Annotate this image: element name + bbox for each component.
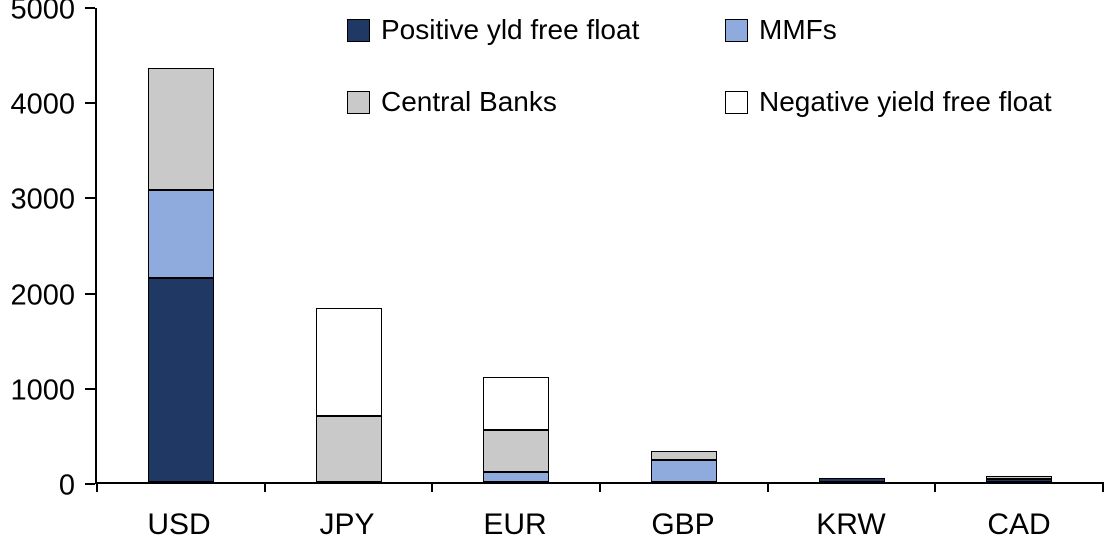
x-tick-mark bbox=[934, 482, 937, 492]
bar-gbp bbox=[650, 8, 717, 482]
x-tick-mark bbox=[96, 482, 98, 492]
y-tick-mark bbox=[85, 387, 95, 390]
x-tick-label-cad: CAD bbox=[987, 508, 1051, 541]
segment-gbp-mmfs bbox=[650, 460, 717, 482]
bar-slot-cad bbox=[935, 8, 1103, 482]
x-tick-mark bbox=[263, 482, 266, 492]
y-tick-label: 1000 bbox=[10, 374, 75, 407]
y-tick-mark bbox=[85, 197, 95, 200]
x-tick-mark bbox=[1102, 482, 1104, 492]
segment-usd-mmfs bbox=[147, 190, 214, 279]
x-tick-label-usd: USD bbox=[147, 508, 211, 541]
bar-usd bbox=[147, 8, 214, 482]
y-tick-mark bbox=[85, 483, 95, 485]
y-tick-label: 3000 bbox=[10, 183, 75, 216]
segment-cad-positive-yld-free-float bbox=[986, 478, 1053, 482]
segment-eur-mmfs bbox=[483, 471, 550, 482]
y-tick-label: 5000 bbox=[10, 0, 75, 26]
bar-slot-gbp bbox=[600, 8, 768, 482]
bar-jpy bbox=[315, 8, 382, 482]
segment-cad-central-banks bbox=[986, 476, 1053, 479]
bars bbox=[97, 8, 1103, 482]
bar-slot-usd bbox=[97, 8, 265, 482]
x-tick-label-eur: EUR bbox=[483, 508, 547, 541]
segment-usd-central-banks bbox=[147, 67, 214, 191]
x-tick-mark bbox=[766, 482, 769, 492]
y-tick-label: 0 bbox=[58, 469, 75, 502]
bar-cad bbox=[986, 8, 1053, 482]
y-axis: 0 1000 2000 3000 4000 5000 bbox=[0, 0, 95, 500]
x-tick-label-jpy: JPY bbox=[319, 508, 375, 541]
y-tick-mark bbox=[85, 7, 95, 9]
y-tick-mark bbox=[85, 292, 95, 295]
bar-slot-jpy bbox=[265, 8, 433, 482]
segment-eur-central-banks bbox=[483, 429, 550, 472]
segment-jpy-negative-yield-free-float bbox=[315, 307, 382, 416]
bar-krw bbox=[818, 8, 885, 482]
segment-gbp-central-banks bbox=[650, 450, 717, 461]
bar-slot-krw bbox=[768, 8, 936, 482]
y-tick-mark bbox=[85, 102, 95, 105]
segment-jpy-central-banks bbox=[315, 415, 382, 482]
y-tick-label: 2000 bbox=[10, 279, 75, 312]
x-tick-label-gbp: GBP bbox=[651, 508, 715, 541]
segment-usd-positive-yld-free-float bbox=[147, 278, 214, 482]
x-axis-labels: USD JPY EUR GBP KRW CAD bbox=[95, 504, 1103, 546]
x-tick-label-krw: KRW bbox=[816, 508, 886, 541]
plot-area: Positive yld free float MMFs Central Banks… bbox=[95, 8, 1104, 492]
bar-slot-eur bbox=[432, 8, 600, 482]
segment-krw-positive-yld-free-float bbox=[818, 478, 885, 482]
y-tick-label: 4000 bbox=[10, 88, 75, 121]
x-tick-mark bbox=[599, 482, 601, 492]
segment-eur-negative-yield-free-float bbox=[483, 376, 550, 430]
bar-eur bbox=[483, 8, 550, 482]
x-tick-mark bbox=[431, 482, 434, 492]
